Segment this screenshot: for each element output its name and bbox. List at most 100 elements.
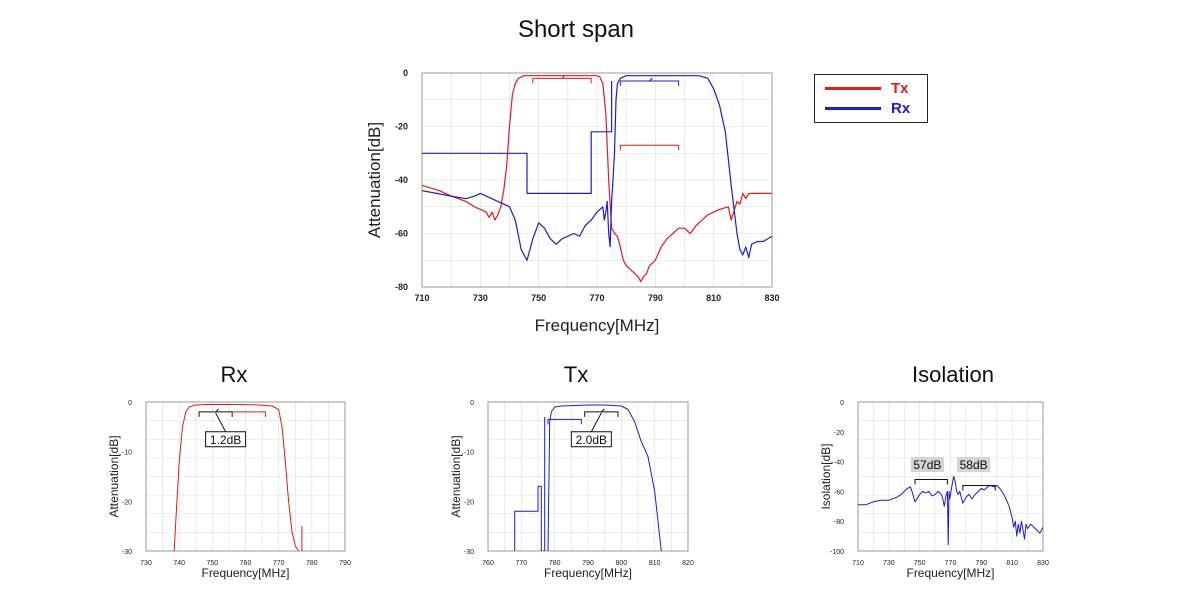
y-axis-label: Isolation[dB] xyxy=(819,443,833,509)
x-axis-label: Frequency[MHz] xyxy=(535,316,660,335)
x-tick-label: 830 xyxy=(764,293,779,303)
chart-short: 710 730 750 770 790 810 830 0 -20 -40 -60 -80 Freque… xyxy=(365,68,780,335)
y-tick-label: -20 xyxy=(395,122,408,132)
chart-legend: Tx Rx xyxy=(814,74,928,123)
y-tick-label: -20 xyxy=(122,499,132,506)
x-tick-label: 750 xyxy=(206,560,218,567)
y-tick-label: 0 xyxy=(403,68,408,78)
y-tick-label: -60 xyxy=(834,489,844,496)
x-tick-label: 770 xyxy=(945,560,957,567)
x-tick-label: 710 xyxy=(852,560,864,567)
spec-bracket xyxy=(547,418,582,425)
legend-swatch-tx xyxy=(825,87,881,90)
x-tick-label: 790 xyxy=(582,560,594,567)
series-line-rx-mask xyxy=(422,81,613,194)
spec-bracket-tip xyxy=(561,74,566,79)
spec-bracket xyxy=(619,144,680,151)
y-tick-label: 0 xyxy=(470,400,474,407)
plot-frame xyxy=(421,72,773,288)
x-tick-label: 810 xyxy=(1006,560,1018,567)
annotation-box xyxy=(910,457,944,473)
y-tick-label: -20 xyxy=(834,430,844,437)
annotation-label: 1.2dB xyxy=(210,433,241,447)
x-tick-label: 770 xyxy=(273,560,285,567)
x-tick-label: 790 xyxy=(648,293,663,303)
annotation-label: 2.0dB xyxy=(576,433,607,447)
annotation-leader xyxy=(215,412,227,432)
spec-bracket xyxy=(914,478,948,485)
chart-title-rx: Rx xyxy=(220,362,248,387)
x-tick-label: 760 xyxy=(482,560,494,567)
series-line-rx xyxy=(173,404,300,551)
x-tick-label: 730 xyxy=(140,560,152,567)
x-tick-label: 770 xyxy=(589,293,604,303)
x-tick-label: 780 xyxy=(549,560,561,567)
x-tick-label: 790 xyxy=(975,560,987,567)
x-tick-label: 710 xyxy=(414,293,429,303)
y-tick-label: -30 xyxy=(122,549,132,556)
legend-item-rx: Rx xyxy=(825,99,925,119)
legend-swatch-rx xyxy=(825,107,881,110)
annotation-label: 57dB xyxy=(913,458,941,472)
series-line-tx xyxy=(547,404,662,551)
y-tick-label: 0 xyxy=(840,400,844,407)
y-tick-label: -100 xyxy=(830,549,844,556)
spec-bracket-tip xyxy=(600,408,605,413)
x-tick-label: 730 xyxy=(473,293,488,303)
legend-label-tx: Tx xyxy=(891,80,909,97)
spec-bracket xyxy=(962,484,996,491)
spec-bracket-tip xyxy=(649,77,653,82)
y-axis-label: Attenuation[dB] xyxy=(107,435,121,517)
grid-lines xyxy=(488,402,688,551)
x-tick-label: 830 xyxy=(1037,560,1049,567)
x-tick-label: 740 xyxy=(173,560,185,567)
plot-frame xyxy=(145,401,346,552)
x-tick-label: 750 xyxy=(914,560,926,567)
x-tick-label: 780 xyxy=(306,560,318,567)
x-tick-label: 760 xyxy=(240,560,252,567)
annotation-leader xyxy=(590,412,602,432)
x-tick-label: 810 xyxy=(649,560,661,567)
y-tick-label: -10 xyxy=(122,450,132,457)
grid-lines xyxy=(422,73,772,287)
x-tick-label: 790 xyxy=(339,560,351,567)
x-tick-label: 770 xyxy=(515,560,527,567)
chart-iso: 710 730 750 770 790 810 830 0 -20 -40 -60 -80 -100 Fr… xyxy=(819,400,1049,580)
series-line-tx xyxy=(422,75,772,283)
x-axis-label: Frequency[MHz] xyxy=(544,566,632,580)
y-axis-label: Attenuation[dB] xyxy=(449,435,463,517)
x-axis-label: Frequency[MHz] xyxy=(201,566,289,580)
plot-frame xyxy=(857,401,1044,552)
annotation-box xyxy=(957,457,991,473)
y-tick-label: -80 xyxy=(834,519,844,526)
y-tick-label: -40 xyxy=(395,175,408,185)
series-line-rx xyxy=(422,75,772,261)
chart-title-isolation: Isolation xyxy=(912,362,994,387)
y-tick-label: -10 xyxy=(464,450,474,457)
annotation-label: 58dB xyxy=(960,458,988,472)
chart-title-short-span: Short span xyxy=(517,16,635,43)
x-tick-label: 820 xyxy=(682,560,694,567)
series-line-isolation xyxy=(858,476,1043,546)
x-tick-label: 810 xyxy=(706,293,721,303)
spec-bracket-tip xyxy=(215,408,220,413)
plot-frame xyxy=(487,401,689,552)
chart-rx: 730 740 750 760 770 780 790 0 -10 -20 -30 Frequency… xyxy=(107,400,351,580)
chart-tx: 760 770 780 790 800 810 820 0 -10 -20 -30 Frequency… xyxy=(449,400,694,580)
x-axis-label: Frequency[MHz] xyxy=(906,566,994,580)
x-tick-label: 800 xyxy=(615,560,627,567)
y-tick-label: -30 xyxy=(464,549,474,556)
x-tick-label: 730 xyxy=(883,560,895,567)
y-tick-label: -80 xyxy=(395,282,408,292)
y-axis-label: Attenuation[dB] xyxy=(365,122,384,238)
legend-item-tx: Tx xyxy=(825,79,925,99)
chart-title-tx: Tx xyxy=(563,362,589,387)
legend-label-rx: Rx xyxy=(891,100,911,117)
y-tick-label: -60 xyxy=(395,229,408,239)
y-tick-label: 0 xyxy=(128,400,132,407)
y-tick-label: -40 xyxy=(834,460,844,467)
x-tick-label: 750 xyxy=(531,293,546,303)
series-line-mask xyxy=(514,416,546,551)
spec-bracket xyxy=(231,411,266,417)
